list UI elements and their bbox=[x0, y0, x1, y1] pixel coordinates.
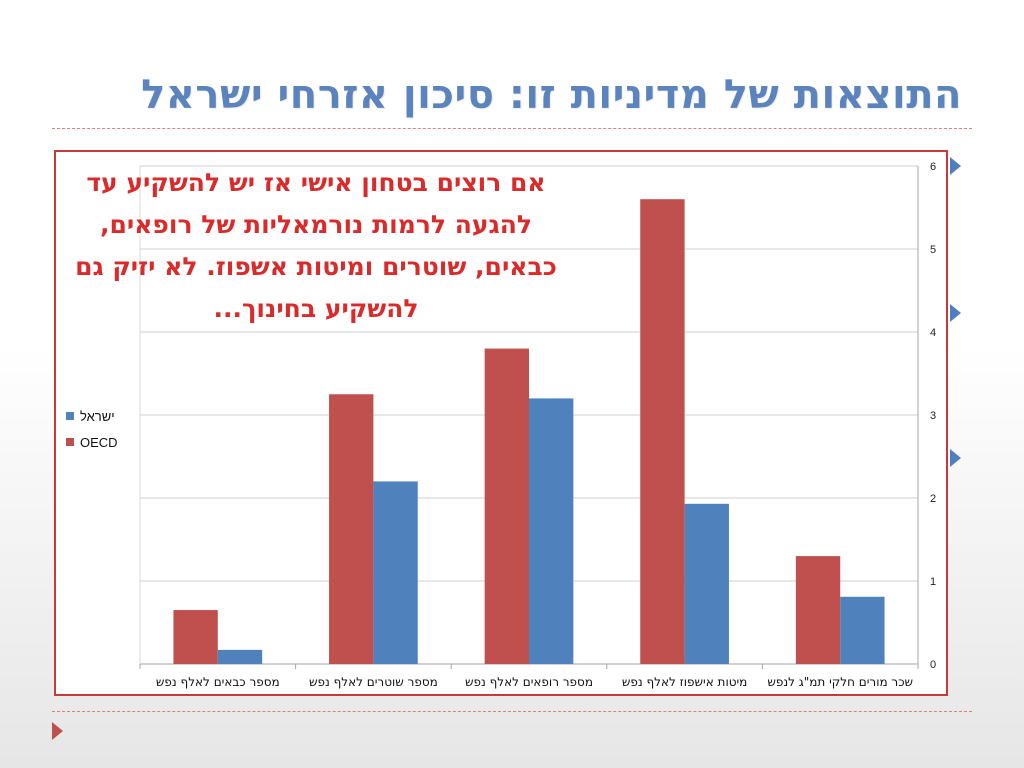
bar-israel bbox=[217, 649, 263, 664]
bar-oecd bbox=[640, 199, 685, 664]
legend-swatch-oecd bbox=[66, 438, 74, 446]
slide-nav-arrow-icon[interactable] bbox=[52, 722, 63, 740]
bar-israel bbox=[373, 481, 418, 664]
legend-item-israel: ישראל bbox=[66, 403, 118, 429]
bar-israel bbox=[529, 398, 574, 664]
bottom-divider bbox=[52, 711, 972, 712]
x-tick-label: מספר כבאים לאלף נפש bbox=[156, 675, 280, 689]
bullet-arrow-icon bbox=[950, 304, 961, 322]
y-tick-label: 4 bbox=[930, 327, 936, 339]
legend-label-israel: ישראל bbox=[80, 408, 115, 424]
bar-israel bbox=[840, 596, 885, 664]
slide-title: התוצאות של מדיניות זו: סיכון אזרחי ישראל bbox=[141, 72, 962, 118]
x-tick-label: מיטות אישפוז לאלף נפש bbox=[622, 675, 747, 689]
bullet-arrow-icon bbox=[950, 449, 961, 467]
top-divider bbox=[52, 128, 972, 129]
x-tick-label: מספר רופאים לאלף נפש bbox=[465, 675, 593, 689]
y-tick-label: 1 bbox=[930, 576, 936, 588]
x-tick-label: שכר מורים חלקי תמ"ג לנפש bbox=[767, 675, 913, 689]
bar-oecd bbox=[329, 394, 374, 664]
bar-oecd bbox=[173, 610, 218, 664]
y-tick-label: 6 bbox=[930, 161, 936, 173]
legend-swatch-israel bbox=[66, 412, 74, 420]
y-tick-label: 5 bbox=[930, 244, 936, 256]
callout-text: אם רוצים בטחון אישי אז יש להשקיע עד להגע… bbox=[75, 168, 557, 323]
y-tick-label: 2 bbox=[930, 493, 936, 505]
y-tick-label: 3 bbox=[930, 410, 936, 422]
bar-oecd bbox=[795, 556, 841, 664]
legend-label-oecd: OECD bbox=[80, 434, 118, 450]
bar-oecd bbox=[484, 348, 529, 664]
bullet-arrow-icon bbox=[950, 157, 961, 175]
chart-legend: ישראל OECD bbox=[66, 403, 118, 455]
bar-israel bbox=[684, 503, 729, 664]
legend-item-oecd: OECD bbox=[66, 429, 118, 455]
y-tick-label: 0 bbox=[930, 659, 936, 671]
x-tick-label: מספר שוטרים לאלף נפש bbox=[309, 675, 438, 689]
